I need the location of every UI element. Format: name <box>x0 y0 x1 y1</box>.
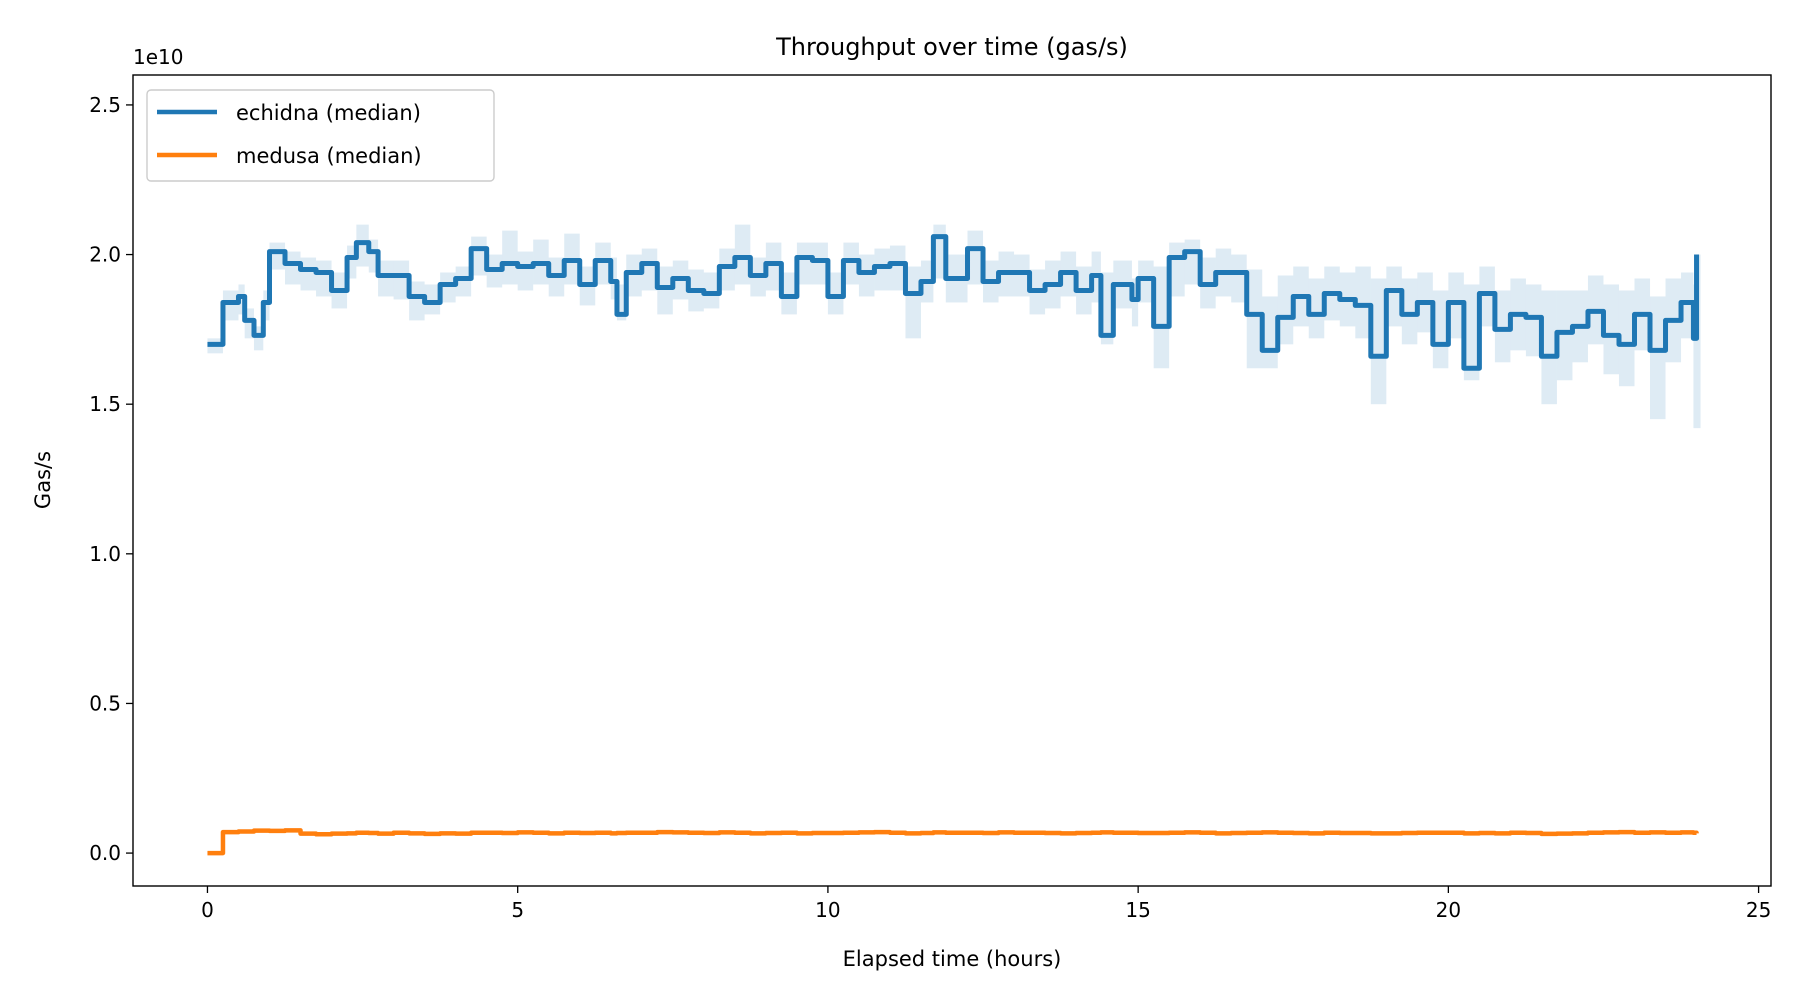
band-bar <box>1370 278 1387 405</box>
band-bar <box>719 248 735 291</box>
x-axis: 0 5 10 15 20 25 <box>201 886 1771 922</box>
y-tick-label: 0.0 <box>89 841 121 865</box>
band-bar <box>356 224 369 267</box>
band-bar <box>502 230 518 285</box>
band-bar <box>1463 284 1480 381</box>
band-bar <box>1681 272 1694 339</box>
band-bar <box>1308 278 1325 339</box>
band-bar <box>1525 284 1542 357</box>
band-bar <box>368 239 379 273</box>
legend-label-echidna: echidna (median) <box>236 101 421 125</box>
band-bar <box>1696 254 1701 429</box>
legend-box <box>146 89 495 182</box>
band-bar <box>1541 290 1557 405</box>
band-bar <box>1603 284 1619 375</box>
band-bar <box>657 266 673 315</box>
band-bar <box>1494 290 1511 363</box>
band-bar <box>517 251 534 291</box>
band-bar <box>1246 269 1263 369</box>
x-tick-label: 10 <box>815 898 840 922</box>
band-bar <box>827 272 844 315</box>
band-bar <box>1693 284 1697 429</box>
band-bar <box>616 284 627 321</box>
legend-label-medusa: medusa (median) <box>236 144 422 168</box>
band-bar <box>347 245 357 279</box>
band-bar <box>1650 296 1666 420</box>
band-bar <box>874 248 890 291</box>
band-bar <box>300 257 317 291</box>
band-bar <box>781 272 797 315</box>
echidna-band <box>207 224 1701 429</box>
band-bar <box>316 260 332 297</box>
y-tick-label: 0.5 <box>89 691 121 715</box>
band-bar <box>424 284 441 315</box>
band-bar <box>1100 272 1114 345</box>
band-bar <box>1479 266 1495 327</box>
x-axis-label: Elapsed time (hours) <box>843 947 1062 971</box>
series-lines <box>207 234 1700 856</box>
band-bar <box>378 260 394 297</box>
y-axis: 0.0 0.5 1.0 1.5 2.0 2.5 <box>89 93 133 865</box>
band-bar <box>244 308 254 339</box>
band-bar <box>1138 260 1154 303</box>
band-bar <box>285 251 301 285</box>
band-bar <box>1432 290 1449 369</box>
band-bar <box>858 254 875 297</box>
band-bar <box>1153 266 1170 369</box>
band-bar <box>393 260 410 300</box>
band-bar <box>610 257 617 300</box>
plot-frame <box>132 74 1772 887</box>
y-axis-label: Gas/s <box>31 451 55 509</box>
band-bar <box>812 242 828 285</box>
x-tick-label: 20 <box>1436 898 1461 922</box>
band-bar <box>1386 266 1402 327</box>
band-bar <box>889 245 906 291</box>
band-bar <box>1401 278 1418 345</box>
band-bar <box>409 281 425 321</box>
x-tick-label: 0 <box>201 898 214 922</box>
x-tick-label: 5 <box>511 898 524 922</box>
band-bar <box>595 242 611 285</box>
y-offset-label: 1e10 <box>133 45 183 69</box>
band-bar <box>626 254 642 297</box>
band-bar <box>238 284 245 315</box>
echidna-median-line <box>207 234 1700 371</box>
band-bar <box>1355 266 1371 339</box>
band-bar <box>455 266 472 297</box>
band-bar <box>796 242 813 285</box>
y-tick-label: 1.0 <box>89 542 121 566</box>
band-bar <box>1131 278 1139 327</box>
band-bar <box>905 266 921 339</box>
band-bar <box>734 224 751 285</box>
band-bar <box>1277 275 1294 345</box>
legend: echidna (median) medusa (median) <box>146 89 495 182</box>
y-tick-label: 1.5 <box>89 392 121 416</box>
band-bar <box>440 272 456 303</box>
band-bar <box>1618 290 1635 387</box>
band-bar <box>263 290 270 321</box>
y-tick-label: 2.0 <box>89 243 121 267</box>
chart-title: Throughput over time (gas/s) <box>775 33 1128 61</box>
band-bar <box>253 326 264 351</box>
band-bar <box>1231 254 1247 303</box>
y-tick-label: 2.5 <box>89 93 121 117</box>
band-bar <box>1448 272 1464 339</box>
band-bar <box>1014 254 1030 297</box>
band-bar <box>641 248 658 291</box>
band-bar <box>703 272 720 309</box>
band-bar <box>1556 290 1573 381</box>
band-bar <box>967 230 984 285</box>
band-bar <box>843 242 859 285</box>
band-bar <box>765 242 782 291</box>
x-tick-label: 15 <box>1125 898 1150 922</box>
medusa-median-line <box>207 828 1699 856</box>
band-bar <box>222 290 239 321</box>
x-tick-label: 25 <box>1746 898 1771 922</box>
